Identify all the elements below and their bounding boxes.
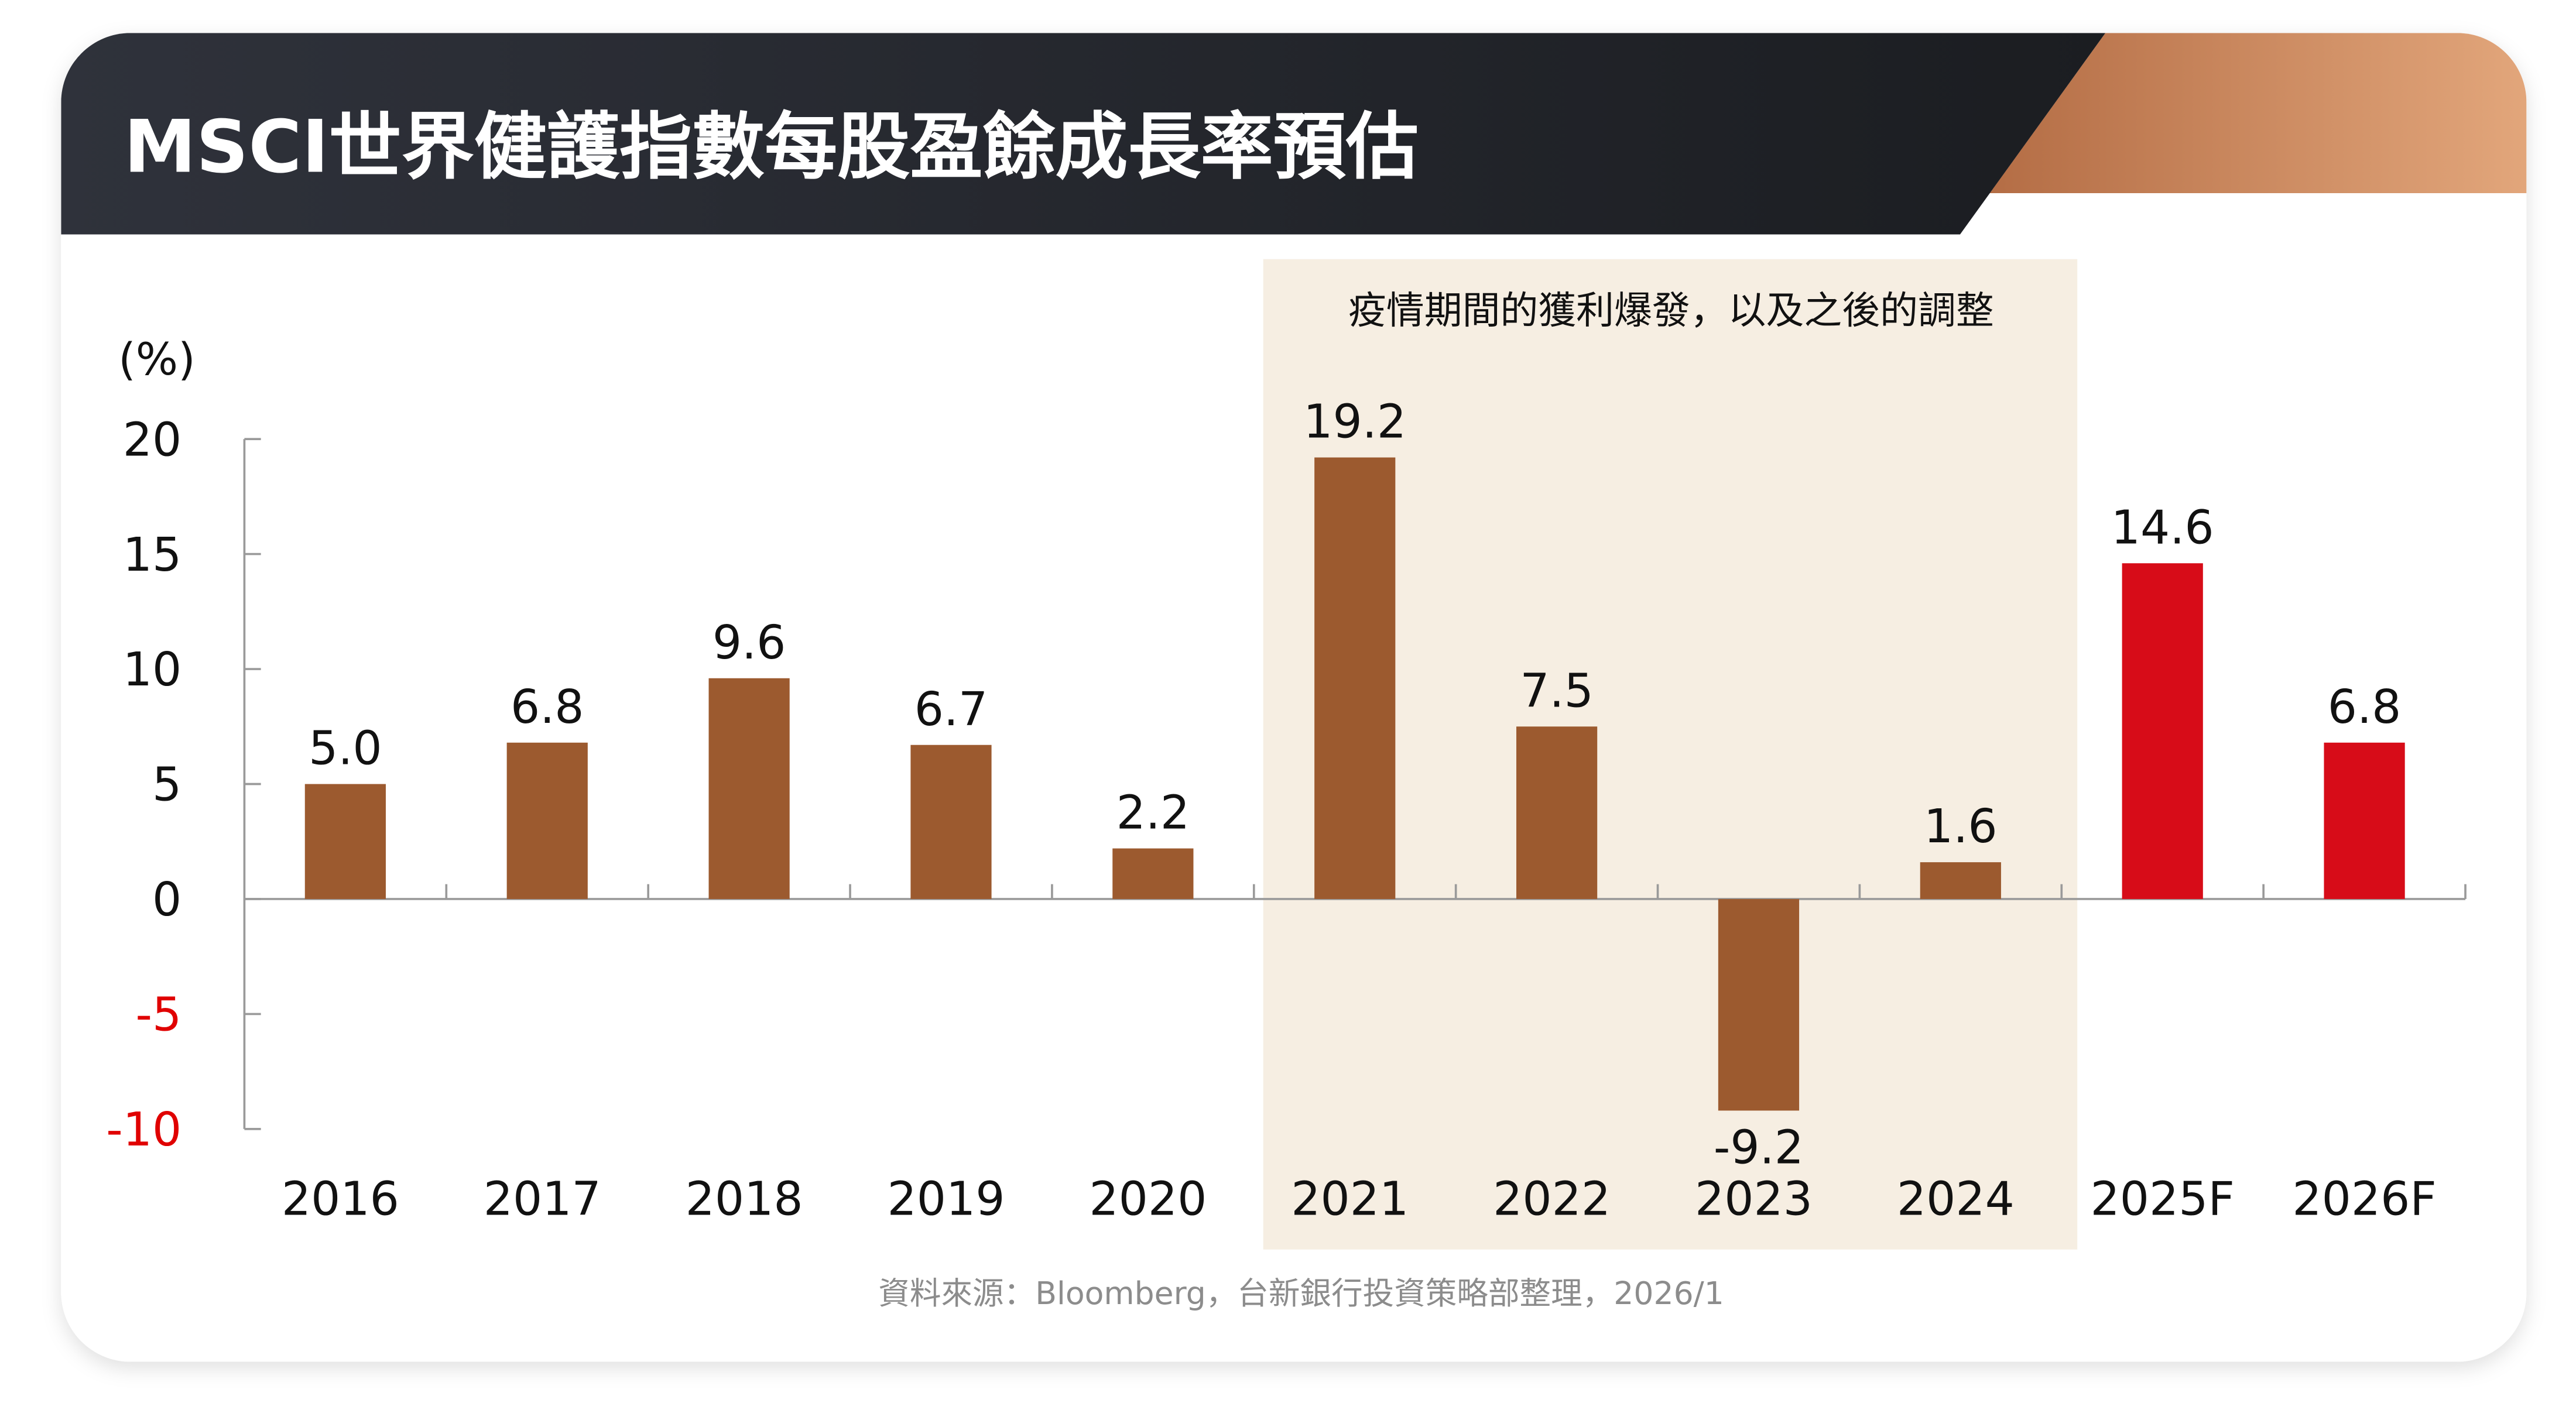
bar-2019	[910, 745, 992, 899]
y-axis-label: (%)	[118, 333, 196, 385]
x-tick-label: 2017	[484, 1172, 601, 1226]
data-label: 5.0	[309, 722, 382, 776]
bar-2022	[1516, 726, 1598, 899]
x-tick-label: 2019	[888, 1172, 1005, 1226]
bar-2025F	[2122, 563, 2203, 899]
header-accent-band	[1989, 33, 2527, 193]
bar-2024	[1920, 862, 2001, 899]
y-tick-label: 5	[152, 758, 181, 812]
x-tick-label: 2023	[1695, 1172, 1813, 1226]
x-tick-label: 2022	[1493, 1172, 1611, 1226]
data-label: -9.2	[1714, 1121, 1804, 1175]
bar-2018	[708, 678, 790, 899]
bar-2026F	[2324, 742, 2405, 899]
data-label: 19.2	[1303, 395, 1406, 449]
bar-2021	[1314, 457, 1396, 899]
data-label: 2.2	[1116, 786, 1190, 840]
header-bar	[61, 33, 2106, 235]
bar-2023	[1718, 898, 1800, 1111]
x-tick-label: 2025F	[2091, 1172, 2235, 1226]
chart-title: MSCI世界健護指數每股盈餘成長率預估	[124, 105, 1419, 189]
highlight-region	[1263, 259, 2078, 1250]
x-tick-label: 2026F	[2292, 1172, 2436, 1226]
y-tick-label: 15	[123, 528, 181, 582]
x-tick-label: 2016	[282, 1172, 399, 1226]
x-tick-label: 2018	[686, 1172, 803, 1226]
y-tick-label: 10	[123, 643, 181, 697]
x-tick-label: 2024	[1897, 1172, 2015, 1226]
source-note: 資料來源：Bloomberg，台新銀行投資策略部整理，2026/1	[878, 1275, 1724, 1312]
x-tick-label: 2020	[1089, 1172, 1207, 1226]
bar-2016	[304, 784, 386, 899]
highlight-annotation: 疫情期間的獲利爆發，以及之後的調整	[1348, 289, 1994, 333]
data-label: 6.8	[511, 680, 584, 734]
y-tick-label: 20	[123, 413, 181, 466]
bar-2017	[506, 742, 588, 899]
data-label: 6.7	[914, 682, 988, 736]
data-label: 1.6	[1924, 800, 1998, 853]
y-tick-label: -10	[106, 1103, 181, 1157]
data-label: 9.6	[712, 616, 786, 670]
data-label: 14.6	[2111, 500, 2214, 554]
data-label: 6.8	[2328, 680, 2402, 734]
bar-2020	[1112, 848, 1194, 899]
y-tick-label: -5	[136, 988, 182, 1042]
x-tick-label: 2021	[1291, 1172, 1409, 1226]
y-tick-label: 0	[152, 873, 181, 927]
data-label: 7.5	[1520, 664, 1594, 718]
